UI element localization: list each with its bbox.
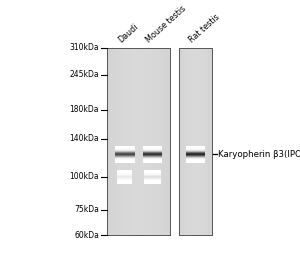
Bar bbox=[120, 48, 121, 235]
Bar bbox=[208, 48, 209, 235]
Bar bbox=[190, 48, 191, 235]
Bar bbox=[201, 48, 202, 235]
Bar bbox=[186, 48, 187, 235]
Text: 310kDa: 310kDa bbox=[70, 44, 99, 52]
Bar bbox=[183, 48, 184, 235]
Bar bbox=[147, 48, 149, 235]
Bar bbox=[202, 48, 203, 235]
Bar bbox=[210, 48, 211, 235]
Bar bbox=[151, 48, 152, 235]
Bar bbox=[189, 48, 190, 235]
Bar bbox=[196, 48, 197, 235]
Bar bbox=[154, 48, 155, 235]
Bar bbox=[181, 48, 182, 235]
Bar bbox=[130, 48, 131, 235]
Bar bbox=[136, 48, 137, 235]
Bar bbox=[205, 48, 206, 235]
Bar bbox=[107, 48, 109, 235]
Bar bbox=[131, 48, 132, 235]
Bar bbox=[192, 48, 193, 235]
Bar bbox=[165, 48, 166, 235]
Text: 245kDa: 245kDa bbox=[70, 70, 99, 79]
Bar bbox=[163, 48, 164, 235]
Bar bbox=[206, 48, 207, 235]
Text: 75kDa: 75kDa bbox=[74, 205, 99, 214]
Bar bbox=[180, 48, 181, 235]
Bar bbox=[124, 48, 125, 235]
Bar bbox=[179, 48, 180, 235]
Text: Rat testis: Rat testis bbox=[187, 13, 221, 45]
Bar bbox=[142, 48, 144, 235]
Bar bbox=[207, 48, 208, 235]
Bar bbox=[203, 48, 204, 235]
Bar bbox=[115, 48, 116, 235]
Text: Daudi: Daudi bbox=[116, 22, 140, 45]
Text: 60kDa: 60kDa bbox=[74, 230, 99, 240]
Bar bbox=[111, 48, 112, 235]
Bar bbox=[135, 48, 136, 235]
Bar bbox=[125, 48, 126, 235]
Bar bbox=[152, 48, 154, 235]
Bar bbox=[187, 48, 188, 235]
Bar bbox=[185, 48, 186, 235]
Bar bbox=[113, 48, 115, 235]
Bar bbox=[118, 48, 120, 235]
Bar bbox=[122, 48, 124, 235]
Bar bbox=[182, 48, 183, 235]
Bar bbox=[134, 48, 135, 235]
Bar bbox=[198, 48, 199, 235]
Bar bbox=[121, 48, 122, 235]
Bar bbox=[156, 48, 158, 235]
Bar bbox=[193, 48, 194, 235]
Bar bbox=[112, 48, 113, 235]
Bar bbox=[167, 48, 169, 235]
Bar bbox=[129, 48, 130, 235]
Bar bbox=[150, 48, 151, 235]
Bar bbox=[199, 48, 200, 235]
Bar bbox=[117, 48, 119, 235]
Bar bbox=[146, 48, 147, 235]
Bar bbox=[132, 48, 134, 235]
Bar bbox=[200, 48, 201, 235]
Bar bbox=[144, 48, 145, 235]
Bar bbox=[160, 48, 161, 235]
Bar bbox=[140, 48, 141, 235]
Bar bbox=[211, 48, 212, 235]
Bar bbox=[107, 48, 170, 235]
Bar bbox=[149, 48, 150, 235]
Text: Karyopherin β3(IPO5): Karyopherin β3(IPO5) bbox=[218, 150, 300, 159]
Bar bbox=[164, 48, 165, 235]
Bar bbox=[109, 48, 110, 235]
Bar bbox=[179, 48, 212, 235]
Bar bbox=[145, 48, 146, 235]
Bar bbox=[127, 48, 129, 235]
Bar bbox=[110, 48, 111, 235]
Text: 180kDa: 180kDa bbox=[70, 105, 99, 115]
Bar bbox=[184, 48, 185, 235]
Text: Mouse testis: Mouse testis bbox=[144, 4, 188, 45]
Bar bbox=[139, 48, 140, 235]
Bar bbox=[126, 48, 127, 235]
Bar bbox=[166, 48, 167, 235]
Bar bbox=[169, 48, 170, 235]
Bar bbox=[155, 48, 156, 235]
Bar bbox=[161, 48, 163, 235]
Text: 140kDa: 140kDa bbox=[70, 134, 99, 143]
Bar bbox=[137, 48, 139, 235]
Bar bbox=[197, 48, 198, 235]
Bar bbox=[209, 48, 210, 235]
Bar bbox=[158, 48, 159, 235]
Bar bbox=[191, 48, 192, 235]
Bar bbox=[141, 48, 142, 235]
Bar bbox=[159, 48, 160, 235]
Bar bbox=[195, 48, 196, 235]
Bar bbox=[194, 48, 195, 235]
Bar bbox=[204, 48, 205, 235]
Text: 100kDa: 100kDa bbox=[70, 172, 99, 181]
Bar bbox=[116, 48, 117, 235]
Bar bbox=[188, 48, 189, 235]
